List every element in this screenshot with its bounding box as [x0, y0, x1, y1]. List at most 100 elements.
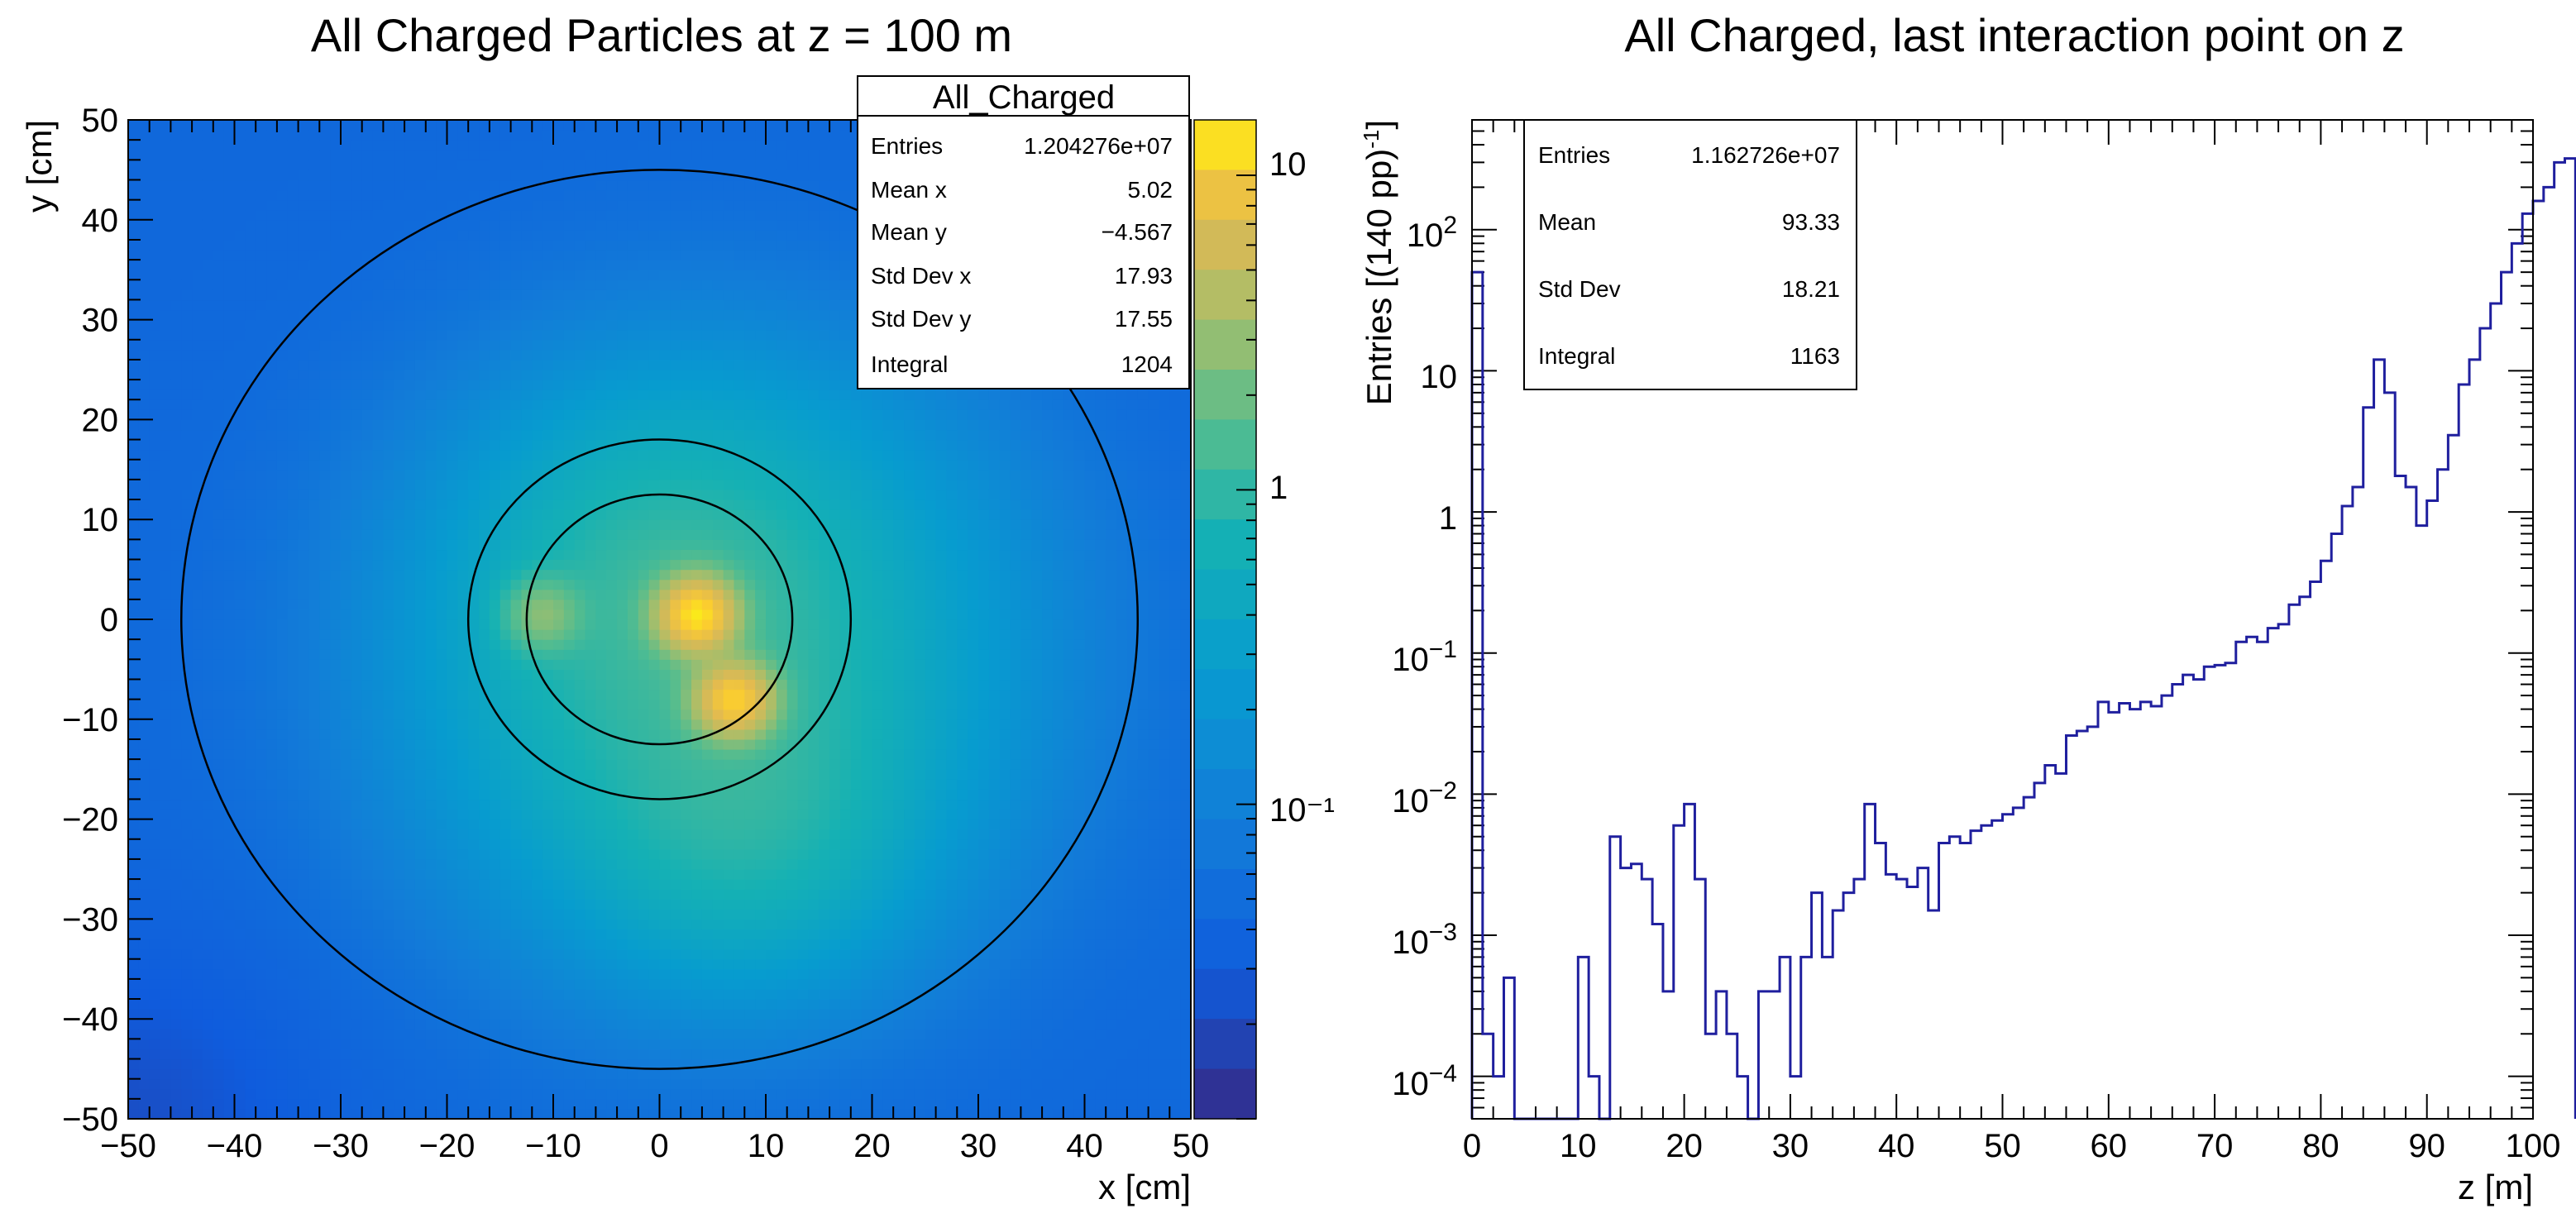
heatmap-cell — [468, 130, 480, 141]
heatmap-cell — [585, 659, 596, 670]
heatmap-cell — [213, 170, 225, 181]
heatmap-cell — [308, 819, 320, 830]
heatmap-cell — [202, 349, 214, 361]
heatmap-cell — [170, 579, 182, 590]
heatmap-cell — [308, 789, 320, 800]
heatmap-cell — [553, 699, 565, 710]
heatmap-cell — [319, 838, 331, 850]
heatmap-cell — [245, 449, 256, 461]
heatmap-cell — [510, 988, 523, 1000]
heatmap-cell — [128, 469, 140, 480]
heatmap-cell — [436, 509, 448, 520]
heatmap-cell — [149, 1049, 161, 1060]
heatmap-cell — [638, 1039, 650, 1050]
heatmap-cell — [128, 1009, 140, 1020]
heatmap-cell — [585, 619, 596, 630]
heatmap-cell — [510, 909, 523, 920]
heatmap-cell — [627, 179, 639, 191]
heatmap-cell — [553, 659, 565, 670]
heatmap-cell — [436, 489, 448, 500]
heatmap-cell — [287, 499, 299, 510]
heatmap-cell — [383, 229, 394, 241]
heatmap-cell — [574, 789, 586, 800]
heatmap-cell — [617, 589, 628, 600]
heatmap-cell — [499, 729, 512, 740]
heatmap-cell — [276, 779, 289, 790]
heatmap-cell — [383, 619, 394, 630]
heatmap-cell — [542, 519, 554, 530]
heatmap-cell — [361, 799, 374, 810]
heatmap-cell — [542, 589, 554, 600]
heatmap-cell — [319, 709, 331, 720]
heatmap-cell — [223, 150, 236, 160]
heatmap-cell — [319, 389, 331, 400]
heatmap-cell — [160, 689, 171, 700]
heatmap-cell — [245, 609, 256, 620]
heatmap-cell — [160, 749, 171, 760]
heatmap-cell — [149, 509, 161, 520]
heatmap-cell — [499, 260, 512, 270]
heatmap-cell — [532, 1088, 543, 1100]
heatmap-cell — [213, 1058, 225, 1070]
heatmap-cell — [648, 539, 661, 551]
heatmap-cell — [287, 419, 299, 431]
heatmap-cell — [160, 919, 171, 930]
heatmap-cell — [319, 239, 331, 251]
heatmap-cell — [341, 738, 352, 750]
heatmap-cell — [138, 1058, 151, 1070]
heatmap-cell — [553, 719, 565, 730]
heatmap-cell — [638, 359, 650, 370]
heatmap-cell — [330, 469, 342, 480]
heatmap-cell — [563, 1068, 576, 1080]
heatmap-cell — [223, 1029, 236, 1039]
heatmap-cell — [468, 380, 480, 390]
heatmap-cell — [341, 319, 352, 331]
heatmap-cell — [553, 789, 565, 800]
heatmap-cell — [489, 669, 501, 681]
heatmap-cell — [414, 409, 427, 420]
heatmap-cell — [234, 329, 246, 341]
heatmap-cell — [149, 829, 161, 840]
heatmap-cell — [202, 899, 214, 910]
heatmap-cell — [585, 209, 596, 221]
heatmap-cell — [574, 1009, 586, 1020]
heatmap-cell — [138, 729, 151, 740]
heatmap-cell — [223, 939, 236, 950]
heatmap-cell — [160, 999, 171, 1010]
heatmap-cell — [372, 1098, 384, 1110]
heatmap-cell — [479, 738, 490, 750]
heatmap-cell — [468, 999, 480, 1010]
heatmap-cell — [617, 819, 628, 830]
heatmap-cell — [181, 229, 193, 241]
heatmap-cell — [287, 999, 299, 1010]
heatmap-cell — [585, 160, 596, 170]
heatmap-cell — [372, 539, 384, 551]
heatmap-cell — [287, 899, 299, 910]
heatmap-cell — [447, 659, 458, 670]
heatmap-cell — [308, 539, 320, 551]
heatmap-cell — [341, 339, 352, 351]
heatmap-cell — [394, 179, 405, 191]
heatmap-cell — [372, 679, 384, 690]
heatmap-cell — [638, 239, 650, 251]
heatmap-cell — [542, 919, 554, 930]
heatmap-cell — [436, 719, 448, 730]
heatmap-cell — [468, 120, 480, 131]
heatmap-cell — [606, 389, 618, 400]
heatmap-cell — [341, 160, 352, 170]
heatmap-cell — [308, 879, 320, 890]
heatmap-cell — [330, 679, 342, 690]
heatmap-cell — [128, 399, 140, 410]
heatmap-cell — [341, 519, 352, 530]
heatmap-cell — [425, 549, 437, 561]
heatmap-cell — [436, 459, 448, 471]
heatmap-cell — [585, 809, 596, 820]
heatmap-cell — [128, 819, 140, 830]
heatmap-cell — [574, 359, 586, 370]
heatmap-cell — [351, 919, 363, 930]
heatmap-cell — [276, 349, 289, 361]
heatmap-cell — [341, 709, 352, 720]
heatmap-cell — [457, 449, 469, 461]
heatmap-cell — [298, 709, 310, 720]
heatmap-cell — [192, 1078, 203, 1090]
